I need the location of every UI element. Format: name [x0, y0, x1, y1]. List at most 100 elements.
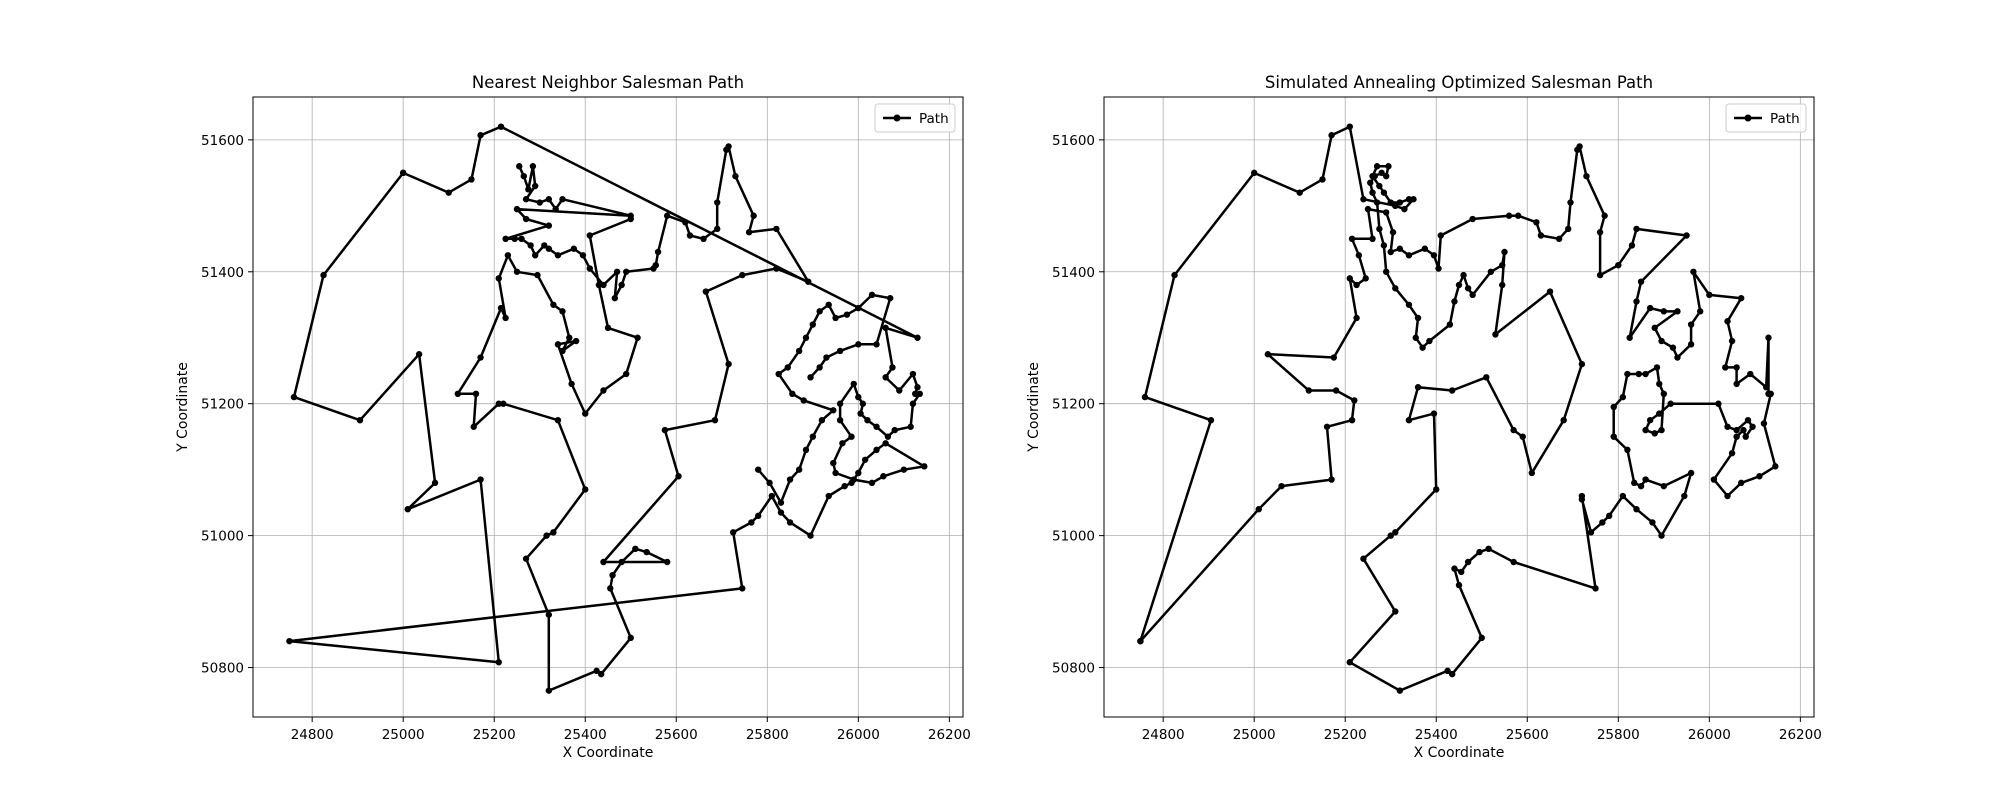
- left-chart-path-point: [848, 479, 855, 487]
- right-chart-path-point: [1478, 634, 1485, 642]
- left-chart-path-point: [807, 532, 814, 539]
- left-chart-path-point: [739, 271, 746, 279]
- right-chart-path-point: [1448, 387, 1456, 394]
- left-chart-path-point: [415, 351, 423, 358]
- left-chart-path-point: [795, 466, 803, 473]
- left-chart-y-tick-label: 50800: [201, 661, 244, 677]
- right-chart-path-point: [1578, 492, 1586, 500]
- right-chart-path-point: [1596, 271, 1604, 279]
- left-chart-path-point: [745, 229, 753, 236]
- left-chart-path-point: [809, 433, 817, 440]
- right-chart-path-point: [1733, 426, 1740, 434]
- left-chart-path-point: [900, 466, 908, 473]
- right-chart-path-point: [1137, 637, 1144, 645]
- right-chart-path-point: [1683, 232, 1690, 239]
- left-chart-path-point: [536, 199, 543, 206]
- left-chart-path-point: [868, 479, 876, 487]
- right-chart-path-point: [1583, 172, 1590, 180]
- left-chart-path-point: [839, 440, 846, 447]
- left-chart-path-point: [663, 558, 671, 566]
- left-chart-path-point: [611, 294, 619, 302]
- left-chart-path-point: [802, 446, 810, 454]
- left-chart-y-tick-label: 51400: [201, 265, 244, 281]
- right-chart-path-point: [1414, 384, 1422, 391]
- right-chart-path-point: [1455, 581, 1463, 589]
- right-chart-path-point: [1296, 189, 1303, 196]
- right-chart-path-point: [1171, 271, 1178, 279]
- right-chart-path-point: [1624, 446, 1631, 454]
- left-chart-path-point: [714, 199, 721, 206]
- left-chart-path-point: [714, 225, 721, 233]
- right-chart-path-point: [1421, 245, 1429, 252]
- left-chart-path-point: [497, 304, 505, 312]
- left-chart-path-point: [399, 169, 407, 177]
- right-chart-path-point: [1724, 492, 1731, 500]
- right-chart-path-point: [1141, 393, 1149, 401]
- right-chart-path-point: [1649, 519, 1656, 526]
- right-chart-x-tick-label: 24800: [1142, 727, 1185, 743]
- right-chart-path-point: [1469, 291, 1476, 299]
- left-chart-path-point: [579, 252, 587, 259]
- left-chart-path-point: [404, 506, 411, 513]
- left-chart-path-point: [522, 196, 530, 203]
- left-chart-path-point: [290, 393, 298, 401]
- left-chart-path-point: [861, 456, 869, 463]
- right-chart-path-point: [1382, 209, 1390, 216]
- right-chart-path-point: [1346, 123, 1353, 130]
- right-chart-legend: Path: [1725, 103, 1807, 133]
- left-chart-path-point: [836, 400, 844, 407]
- right-chart-path-point: [1348, 235, 1356, 243]
- right-chart-path-point: [1430, 410, 1438, 417]
- right-chart-path-point: [1765, 334, 1772, 341]
- left-chart-path-point: [600, 558, 607, 566]
- left-chart-path-point: [529, 163, 537, 170]
- left-chart-path-point: [859, 400, 867, 407]
- right-chart-path-point: [1510, 558, 1517, 566]
- right-chart-path-point: [1635, 370, 1642, 378]
- left-chart-path-point: [504, 252, 512, 259]
- right-chart-path-point: [1656, 410, 1663, 417]
- right-chart-path-point: [1389, 229, 1397, 236]
- left-chart-path-point: [914, 334, 921, 341]
- right-chart-path-point: [1346, 275, 1353, 282]
- left-chart-x-tick-label: 26200: [928, 727, 971, 743]
- left-chart-path-point: [545, 222, 553, 229]
- left-chart-path-point: [618, 558, 625, 566]
- left-chart-path-point: [495, 400, 502, 407]
- right-chart-path-point: [1387, 248, 1394, 256]
- left-chart-path-point: [909, 400, 917, 407]
- left-chart-path-point: [882, 440, 889, 447]
- right-chart-path-point: [1742, 433, 1749, 440]
- left-chart-path-point: [754, 466, 762, 473]
- right-chart-path-point: [1387, 532, 1394, 539]
- right-chart-path-point: [1346, 659, 1353, 666]
- right-chart-x-tick-label: 26000: [1688, 727, 1731, 743]
- left-chart-x-tick-label: 25800: [746, 727, 789, 743]
- left-chart-x-tick-label: 25200: [473, 727, 516, 743]
- left-chart-legend: Path: [874, 103, 956, 133]
- right-chart-path-point: [1451, 565, 1458, 572]
- right-chart-path-point: [1378, 169, 1385, 177]
- left-chart-path-point: [663, 212, 671, 219]
- left-chart-path-point: [600, 387, 607, 394]
- left-chart-path-point: [513, 268, 521, 275]
- left-chart-path-point: [545, 245, 553, 252]
- left-chart-path-point: [495, 659, 502, 666]
- left-chart-path-point: [857, 410, 864, 417]
- left-chart-path-point: [907, 423, 914, 430]
- right-chart-legend-label: Path: [1770, 111, 1800, 127]
- right-chart-path-point: [1351, 397, 1358, 404]
- right-chart-path-point: [1615, 261, 1622, 269]
- right-chart-path-point: [1414, 314, 1422, 322]
- right-chart-path-point: [1458, 568, 1465, 576]
- right-chart-path-point: [1278, 482, 1285, 490]
- left-chart-path-point: [711, 416, 719, 424]
- left-chart-path-point: [520, 172, 528, 180]
- left-chart-y-tick-label: 51000: [201, 529, 244, 545]
- right-chart-path-point: [1674, 308, 1681, 315]
- left-chart-path-point: [832, 314, 839, 322]
- right-chart-legend-box: [1725, 103, 1807, 133]
- left-chart-path-point: [855, 393, 862, 401]
- right-chart-path-point: [1619, 393, 1627, 401]
- left-chart-path-point: [545, 611, 553, 618]
